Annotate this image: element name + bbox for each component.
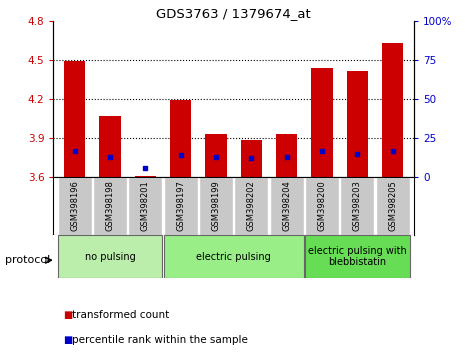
Bar: [382, 43, 403, 177]
Bar: [64, 61, 85, 177]
Text: GSM398204: GSM398204: [282, 180, 291, 231]
Bar: [128, 177, 162, 235]
Bar: [164, 177, 198, 235]
Bar: [206, 133, 226, 177]
Text: GSM398197: GSM398197: [176, 180, 185, 231]
Bar: [135, 176, 156, 177]
Text: ■: ■: [63, 310, 72, 320]
Text: GSM398201: GSM398201: [141, 180, 150, 231]
Text: transformed count: transformed count: [72, 310, 169, 320]
Bar: [305, 235, 410, 278]
Text: no pulsing: no pulsing: [85, 252, 135, 262]
Bar: [276, 133, 297, 177]
Bar: [347, 70, 368, 177]
Bar: [270, 177, 304, 235]
Text: ■: ■: [63, 335, 72, 345]
Text: GSM398196: GSM398196: [70, 180, 79, 231]
Text: percentile rank within the sample: percentile rank within the sample: [72, 335, 248, 345]
Bar: [100, 116, 120, 177]
Text: GSM398199: GSM398199: [212, 180, 220, 231]
Text: electric pulsing: electric pulsing: [196, 252, 271, 262]
Text: protocol: protocol: [5, 255, 50, 265]
Bar: [241, 140, 262, 177]
Bar: [58, 235, 162, 278]
Bar: [199, 177, 233, 235]
Title: GDS3763 / 1379674_at: GDS3763 / 1379674_at: [156, 7, 311, 20]
Text: GSM398200: GSM398200: [318, 180, 326, 231]
Bar: [234, 177, 268, 235]
Bar: [340, 177, 374, 235]
Text: GSM398198: GSM398198: [106, 180, 114, 231]
Bar: [164, 235, 304, 278]
Text: GSM398202: GSM398202: [247, 180, 256, 231]
Bar: [170, 100, 191, 177]
Text: GSM398203: GSM398203: [353, 180, 362, 231]
Bar: [93, 177, 127, 235]
Bar: [312, 68, 332, 177]
Text: electric pulsing with
blebbistatin: electric pulsing with blebbistatin: [308, 246, 407, 268]
Bar: [376, 177, 410, 235]
Bar: [58, 177, 92, 235]
Bar: [305, 177, 339, 235]
Text: GSM398205: GSM398205: [388, 180, 397, 231]
